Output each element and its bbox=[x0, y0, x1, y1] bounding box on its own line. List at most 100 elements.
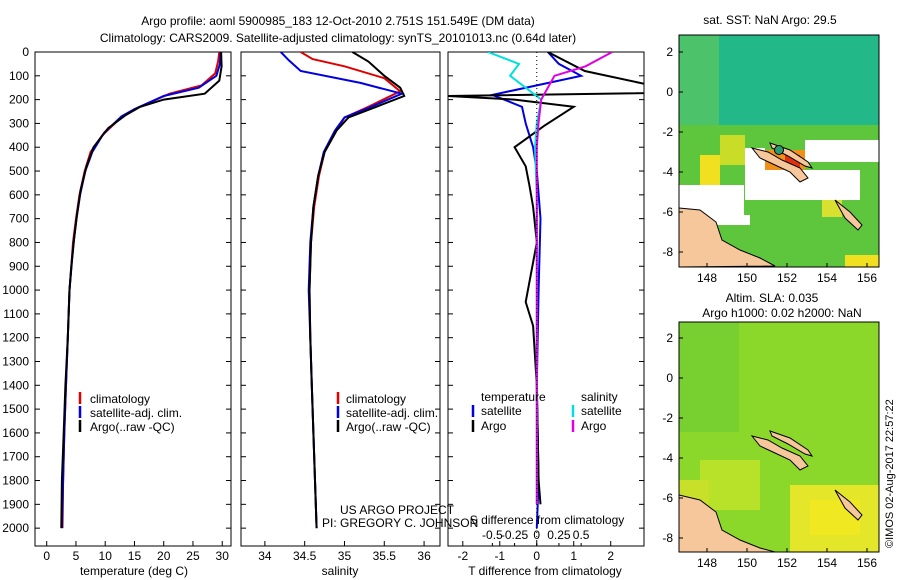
sst-map-border bbox=[678, 34, 880, 268]
argo-float-marker bbox=[774, 145, 784, 155]
map-x-tick-label: 152 bbox=[777, 271, 797, 285]
land-new-britain bbox=[750, 147, 809, 183]
y-tick-label: 1700 bbox=[2, 450, 29, 464]
sst-mask bbox=[815, 170, 835, 185]
map-x-tick-label: 150 bbox=[737, 556, 757, 570]
legend-label-satellite: satellite-adj. clim. bbox=[346, 406, 438, 420]
x-tick-label: 0 bbox=[533, 549, 540, 563]
sst-field-patch bbox=[700, 155, 720, 185]
s-tick-label: 0 bbox=[533, 528, 540, 542]
sla-map bbox=[679, 322, 879, 552]
series-line-argo-raw-qc- bbox=[60, 52, 223, 529]
x-tick-label: -1 bbox=[494, 549, 505, 563]
x-tick-label: 34 bbox=[258, 549, 272, 563]
y-tick-label: 2000 bbox=[2, 521, 29, 535]
land-new-britain bbox=[750, 435, 809, 471]
y-tick-label: 1100 bbox=[3, 307, 29, 321]
sla-field-patch bbox=[700, 460, 760, 510]
sst-field-patch bbox=[679, 35, 719, 125]
project-label: US ARGO PROJECT bbox=[340, 503, 455, 517]
sst-mask bbox=[700, 215, 750, 225]
sla-map-border bbox=[678, 321, 880, 553]
x-tick-label: -2 bbox=[457, 549, 468, 563]
s-tick-label: -0.5 bbox=[482, 528, 503, 542]
map-x-tick-label: 156 bbox=[857, 556, 877, 570]
legend-label-t-argo: Argo bbox=[481, 419, 507, 433]
x-tick-label: 1 bbox=[570, 549, 577, 563]
map-x-tick-label: 154 bbox=[817, 271, 837, 285]
difference-legend: temperature salinity satellite Argo sate… bbox=[471, 390, 622, 433]
map-y-tick-label: 0 bbox=[666, 371, 673, 385]
land-new-guinea bbox=[679, 494, 776, 552]
legend-label-argo: Argo(..raw -QC) bbox=[90, 420, 175, 434]
x-tick-label: 34.5 bbox=[293, 549, 317, 563]
map-x-tick-label: 148 bbox=[697, 556, 717, 570]
temperature-plot-frame bbox=[34, 51, 232, 547]
title-line-2: Climatology: CARS2009. Satellite-adjuste… bbox=[100, 31, 576, 45]
sst-map-title: sat. SST: NaN Argo: 29.5 bbox=[703, 13, 837, 27]
imos-timestamp: ©IMOS 02-Aug-2017 22:57:22 bbox=[884, 399, 896, 548]
map-y-tick-label: -4 bbox=[662, 451, 673, 465]
land-solomon-islands bbox=[834, 489, 863, 521]
x-tick-label: 15 bbox=[128, 549, 142, 563]
map-x-tick-label: 152 bbox=[777, 556, 797, 570]
y-tick-label: 400 bbox=[9, 140, 29, 154]
sla-field-patch bbox=[679, 322, 739, 432]
sst-field-patch bbox=[822, 195, 842, 217]
sst-mask bbox=[805, 140, 879, 162]
x-tick-label: 35 bbox=[338, 549, 352, 563]
legend-label-climatology: climatology bbox=[346, 392, 406, 406]
salinity-axis-label: salinity bbox=[322, 564, 359, 578]
land-new-ireland bbox=[769, 430, 814, 457]
x-tick-label: 36 bbox=[417, 549, 431, 563]
map-y-tick-label: -6 bbox=[662, 205, 673, 219]
sst-map bbox=[679, 35, 879, 267]
sst-field-patch bbox=[720, 135, 745, 165]
sla-map-ticks: 148 150 152 154 156 2 0 -2 -4 -6 -8 bbox=[662, 331, 877, 570]
map-x-tick-label: 148 bbox=[697, 271, 717, 285]
land-solomon-islands bbox=[834, 199, 863, 231]
map-y-tick-label: 2 bbox=[666, 45, 673, 59]
y-tick-label: 700 bbox=[9, 212, 29, 226]
pi-label: PI: GREGORY C. JOHNSON bbox=[322, 516, 478, 530]
y-tick-label: 1500 bbox=[2, 402, 29, 416]
legend-header-salinity: salinity bbox=[581, 390, 618, 404]
salinity-plot-frame bbox=[240, 51, 441, 547]
series-line-s-argo bbox=[535, 52, 613, 505]
t-difference-axis-label: T difference from climatology bbox=[468, 564, 622, 578]
y-tick-label: 1000 bbox=[2, 283, 29, 297]
map-y-tick-label: -2 bbox=[662, 125, 673, 139]
s-difference-axis-label: S difference from climatology bbox=[470, 513, 625, 527]
y-tick-label: 1800 bbox=[2, 474, 29, 488]
legend-label-argo: Argo(..raw -QC) bbox=[346, 420, 431, 434]
difference-plot-frame bbox=[447, 51, 645, 547]
y-tick-label: 900 bbox=[9, 259, 29, 273]
x-tick-label: 5 bbox=[73, 549, 80, 563]
s-tick-label: 0.5 bbox=[573, 528, 590, 542]
legend-label-s-argo: Argo bbox=[581, 419, 607, 433]
map-y-tick-label: 0 bbox=[666, 85, 673, 99]
salinity-series bbox=[280, 52, 406, 529]
map-y-tick-label: -4 bbox=[662, 165, 673, 179]
y-tick-label: 1600 bbox=[2, 426, 29, 440]
y-tick-label: 200 bbox=[9, 93, 29, 107]
x-tick-label: 30 bbox=[216, 549, 230, 563]
temperature-axis-label: temperature (deg C) bbox=[80, 564, 188, 578]
s-tick-label: -0.25 bbox=[501, 528, 529, 542]
s-tick-label: 0.25 bbox=[547, 528, 571, 542]
map-y-tick-label: 2 bbox=[666, 331, 673, 345]
temperature-series bbox=[60, 52, 223, 529]
y-tick-label: 600 bbox=[9, 188, 29, 202]
sst-map-ticks: 148 150 152 154 156 2 0 -2 -4 -6 -8 bbox=[662, 45, 877, 285]
map-x-tick-label: 156 bbox=[857, 271, 877, 285]
y-tick-label: 1300 bbox=[2, 354, 29, 368]
salinity-legend: climatology satellite-adj. clim. Argo(..… bbox=[336, 392, 438, 434]
y-tick-label: 1400 bbox=[2, 378, 29, 392]
legend-header-temperature: temperature bbox=[481, 390, 546, 404]
map-y-tick-label: -8 bbox=[662, 531, 673, 545]
y-tick-label: 500 bbox=[9, 164, 29, 178]
legend-label-s-satellite: satellite bbox=[581, 404, 622, 418]
x-tick-label: 2 bbox=[607, 549, 614, 563]
legend-label-climatology: climatology bbox=[90, 392, 150, 406]
series-line-argo-raw-qc- bbox=[308, 52, 406, 529]
